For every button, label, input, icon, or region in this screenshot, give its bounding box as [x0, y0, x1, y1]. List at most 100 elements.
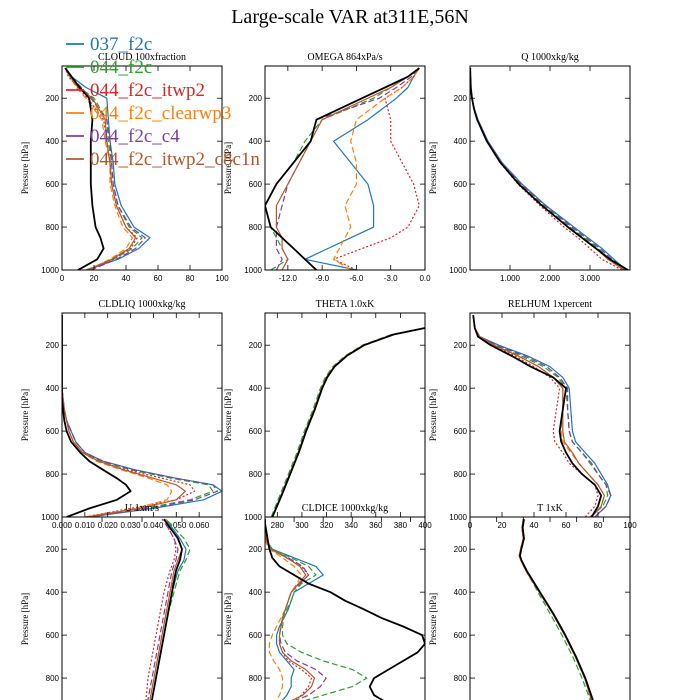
- panel-frame-3: [61, 312, 223, 518]
- ytick-label-3-0: 200: [46, 341, 60, 350]
- xtick-label-0-5: 100: [215, 274, 229, 283]
- xtick-label-3-5: 0.050: [166, 521, 187, 530]
- ytick-label-5-2: 600: [454, 427, 468, 436]
- panel-frame-0: [61, 65, 223, 271]
- series-line-3-5: [62, 315, 186, 517]
- series-line-4-4: [271, 327, 425, 517]
- panel-2: 200 400 600 800 1000 1.000 2.000 3.000 Q 1000xkg…: [428, 52, 631, 283]
- legend-label-4: 044_f2c_c4: [90, 126, 180, 147]
- series-line-4-1: [270, 327, 425, 517]
- series-line-3-2: [62, 315, 196, 517]
- series-line-8-2: [518, 519, 593, 700]
- ytick-label-1-3: 800: [249, 223, 263, 232]
- series-line-1-6: [265, 67, 420, 270]
- xtick-label-5-2: 40: [530, 521, 539, 530]
- panel-title-4: THETA 1.0xK: [316, 299, 375, 310]
- series-line-4-6: [271, 327, 425, 517]
- series-line-5-4: [472, 315, 612, 517]
- panel-7: 20040060080010000.0000.0020.0040.0060.00…: [223, 503, 426, 700]
- xtick-label-3-3: 0.030: [121, 521, 142, 530]
- ylabel-8: Pressure [hPa]: [428, 593, 438, 645]
- legend-label-0: 037_f2c: [90, 34, 152, 55]
- xtick-label-2-2: 3.000: [580, 274, 601, 283]
- xtick-label-3-2: 0.020: [98, 521, 119, 530]
- series-line-2-3: [470, 68, 625, 270]
- xtick-label-4-4: 360: [369, 521, 383, 530]
- ytick-label-0-2: 600: [46, 180, 60, 189]
- ytick-label-8-1: 400: [454, 588, 468, 597]
- series-line-2-4: [470, 68, 627, 270]
- xtick-label-5-3: 60: [562, 521, 571, 530]
- ytick-label-0-4: 1000: [41, 266, 59, 275]
- series-line-3-0: [62, 315, 222, 517]
- xtick-label-0-0: 0: [60, 274, 65, 283]
- series-line-4-0: [271, 327, 425, 517]
- ylabel-4: Pressure [hPa]: [223, 389, 233, 441]
- panel-frame-6: [61, 516, 223, 700]
- series-line-2-5: [470, 68, 625, 270]
- ytick-label-5-4: 1000: [449, 513, 467, 522]
- ytick-label-8-3: 800: [454, 674, 468, 683]
- xtick-label-3-1: 0.010: [75, 521, 96, 530]
- ylabel-1: Pressure [hPa]: [223, 142, 233, 194]
- legend-label-2: 044_f2c_itwp2: [90, 80, 205, 101]
- panel-frame-2: [469, 65, 631, 271]
- series-line-3-3: [62, 315, 173, 517]
- ytick-label-4-2: 600: [249, 427, 263, 436]
- ytick-label-7-1: 400: [249, 588, 263, 597]
- ytick-label-6-3: 800: [46, 674, 60, 683]
- series-line-5-6: [472, 314, 603, 517]
- ytick-label-5-1: 400: [454, 384, 468, 393]
- xtick-label-3-4: 0.040: [143, 521, 164, 530]
- series-line-1-0: [304, 67, 420, 270]
- series-line-7-6: [265, 519, 425, 700]
- xtick-label-0-1: 20: [90, 274, 99, 283]
- series-line-1-5: [275, 67, 420, 270]
- xtick-label-4-1: 300: [295, 521, 309, 530]
- ylabel-3: Pressure [hPa]: [20, 389, 30, 441]
- ytick-label-2-0: 200: [454, 94, 468, 103]
- series-line-1-3: [333, 67, 420, 270]
- series-line-0-0: [64, 67, 151, 270]
- series-line-2-6: [470, 68, 629, 270]
- series-line-7-4: [265, 519, 327, 700]
- xtick-label-5-1: 20: [498, 521, 507, 530]
- ylabel-7: Pressure [hPa]: [223, 593, 233, 645]
- ytick-label-2-3: 800: [454, 223, 468, 232]
- ylabel-2: Pressure [hPa]: [428, 142, 438, 194]
- ytick-label-4-0: 200: [249, 341, 263, 350]
- ytick-label-1-1: 400: [249, 137, 263, 146]
- panel-title-2: Q 1000xkg/kg: [521, 52, 579, 63]
- ytick-label-2-1: 400: [454, 137, 468, 146]
- ytick-label-0-0: 200: [46, 94, 60, 103]
- ylabel-5: Pressure [hPa]: [428, 389, 438, 441]
- xtick-label-2-0: 1.000: [500, 274, 521, 283]
- series-line-2-0: [470, 68, 627, 270]
- ytick-label-1-2: 600: [249, 180, 263, 189]
- xtick-label-4-2: 320: [320, 521, 334, 530]
- ytick-label-1-0: 200: [249, 94, 263, 103]
- xtick-label-0-2: 40: [122, 274, 131, 283]
- ylabel-6: Pressure [hPa]: [20, 593, 30, 645]
- ytick-label-3-3: 800: [46, 470, 60, 479]
- ytick-label-4-1: 400: [249, 384, 263, 393]
- ytick-label-8-0: 200: [454, 545, 468, 554]
- legend-label-1: 044_f2c: [90, 57, 152, 78]
- ytick-label-6-0: 200: [46, 545, 60, 554]
- xtick-label-0-4: 80: [186, 274, 195, 283]
- series-line-8-4: [518, 519, 593, 700]
- ytick-label-3-2: 600: [46, 427, 60, 436]
- ytick-label-8-2: 600: [454, 631, 468, 640]
- series-line-8-3: [518, 519, 593, 700]
- legend-label-3: 044_f2c_clearwp3: [90, 103, 231, 124]
- ytick-label-0-1: 400: [46, 137, 60, 146]
- series-line-2-2: [470, 68, 623, 270]
- ytick-label-4-4: 1000: [244, 513, 262, 522]
- xtick-label-2-1: 2.000: [540, 274, 561, 283]
- xtick-label-1-2: -6.0: [350, 274, 364, 283]
